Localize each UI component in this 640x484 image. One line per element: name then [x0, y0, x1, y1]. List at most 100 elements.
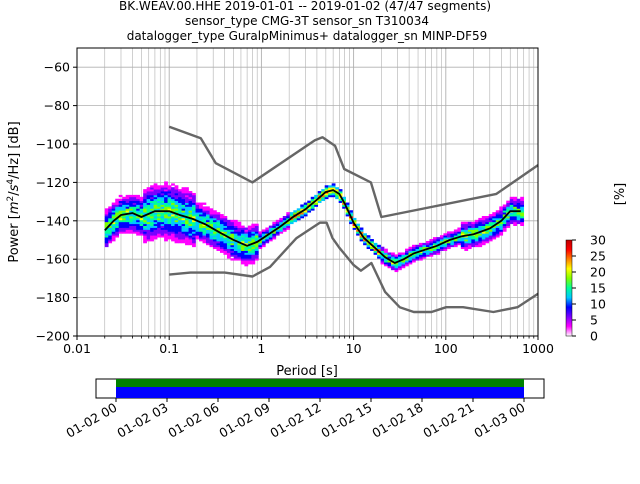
- psd-cell: [178, 221, 182, 225]
- psd-cell: [219, 221, 224, 225]
- psd-cell: [181, 237, 186, 240]
- psd-cell: [164, 233, 168, 236]
- psd-cell: [125, 231, 130, 234]
- psd-cell: [178, 217, 182, 221]
- psd-cell: [185, 219, 189, 223]
- psd-cell: [384, 254, 388, 257]
- psd-cell: [317, 192, 322, 196]
- psd-cell: [160, 212, 165, 215]
- psd-cell: [324, 187, 329, 190]
- psd-cell: [143, 237, 147, 240]
- psd-cell: [520, 223, 525, 226]
- psd-cell: [328, 192, 332, 196]
- psd-cell: [143, 239, 147, 242]
- colorbar-tick-label: 5: [590, 313, 598, 328]
- psd-cell: [174, 216, 179, 219]
- psd-cell: [136, 223, 140, 226]
- psd-cell: [485, 225, 490, 228]
- psd-cell: [418, 254, 423, 257]
- psd-cell: [209, 231, 214, 234]
- psd-cell: [171, 196, 175, 200]
- psd-cell: [478, 229, 483, 232]
- psd-cell: [443, 235, 448, 238]
- psd-cell: [199, 231, 203, 234]
- psd-cell: [132, 216, 137, 219]
- psd-cell: [226, 231, 231, 234]
- psd-cell: [125, 217, 130, 221]
- psd-cell: [192, 225, 196, 228]
- psd-cell: [202, 227, 207, 230]
- psd-cell: [118, 223, 123, 226]
- psd-cell: [513, 223, 518, 226]
- psd-cell: [247, 244, 252, 248]
- psd-cell: [230, 246, 235, 250]
- psd-cell: [513, 204, 518, 207]
- psd-cell: [446, 233, 451, 236]
- psd-cell: [143, 204, 147, 207]
- psd-cell: [513, 196, 518, 200]
- psd-cell: [171, 219, 175, 223]
- psd-cell: [237, 250, 242, 253]
- psd-cell: [153, 221, 158, 225]
- psd-cell: [251, 246, 256, 250]
- psd-cell: [481, 216, 486, 219]
- psd-cell: [485, 223, 490, 226]
- time-tick-label: 01-02 00: [63, 400, 119, 441]
- psd-cell: [108, 231, 113, 234]
- psd-cell: [206, 212, 210, 215]
- psd-cell: [111, 221, 116, 225]
- psd-cell: [244, 264, 249, 267]
- psd-cell: [178, 235, 182, 238]
- psd-cell: [474, 239, 479, 242]
- psd-cell: [300, 216, 305, 219]
- psd-cell: [118, 200, 123, 203]
- psd-cell: [122, 225, 127, 228]
- psd-cell: [216, 242, 221, 246]
- psd-cell: [219, 242, 224, 246]
- psd-cell: [171, 200, 175, 203]
- psd-cell: [373, 250, 378, 253]
- psd-cell: [499, 225, 504, 228]
- psd-cell: [258, 244, 263, 248]
- psd-cell: [188, 221, 193, 225]
- psd-cell: [185, 242, 189, 246]
- psd-cell: [286, 216, 291, 219]
- psd-cell: [488, 216, 493, 219]
- psd-cell: [401, 256, 406, 259]
- psd-cell: [293, 212, 298, 215]
- psd-cell: [446, 244, 451, 248]
- psd-cell: [199, 214, 203, 217]
- psd-cell: [174, 214, 179, 217]
- psd-cell: [174, 198, 179, 202]
- psd-cell: [443, 233, 448, 236]
- psd-cell: [506, 216, 511, 219]
- psd-cell: [219, 229, 224, 232]
- psd-cell: [132, 206, 137, 209]
- psd-cell: [226, 227, 231, 230]
- psd-cell: [132, 202, 137, 205]
- psd-cell: [251, 239, 256, 242]
- psd-cell: [139, 202, 144, 205]
- psd-cell: [216, 221, 221, 225]
- psd-cell: [192, 196, 196, 200]
- psd-cell: [202, 216, 207, 219]
- psd-cell: [139, 225, 144, 228]
- psd-cell: [373, 242, 378, 246]
- psd-cell: [132, 231, 137, 234]
- psd-cell: [391, 265, 395, 269]
- psd-cell: [212, 242, 217, 246]
- psd-cell: [335, 187, 339, 190]
- psd-cell: [254, 235, 259, 238]
- psd-cell: [321, 196, 326, 200]
- psd-cell: [513, 221, 518, 225]
- x-tick-label: 10: [346, 341, 362, 356]
- psd-cell: [460, 242, 465, 246]
- psd-cell: [411, 244, 416, 248]
- psd-cell: [108, 219, 113, 223]
- psd-cell: [439, 239, 444, 242]
- psd-cell: [394, 260, 399, 263]
- psd-cell: [132, 208, 137, 211]
- psd-cell: [157, 187, 161, 190]
- psd-cell: [132, 223, 137, 226]
- psd-cell: [335, 189, 339, 192]
